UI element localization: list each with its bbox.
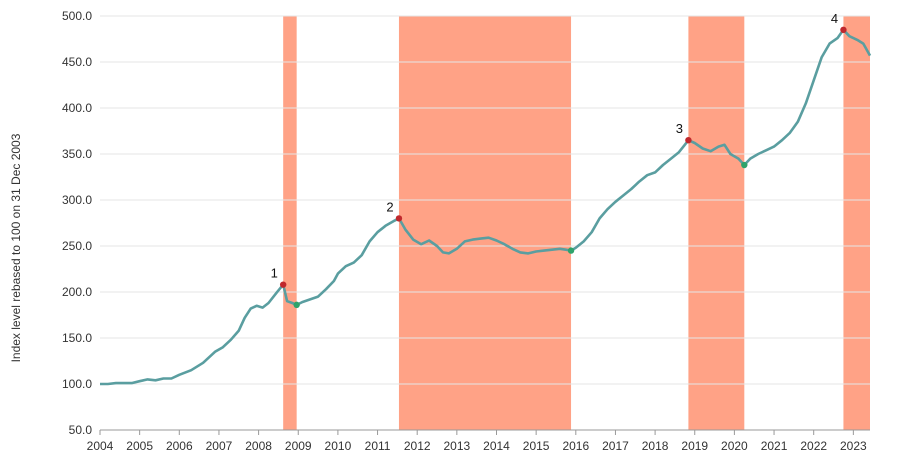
peak-label: 2 (386, 199, 393, 214)
x-tick-label: 2020 (721, 439, 748, 453)
y-tick-label: 150.0 (62, 331, 92, 345)
peak-label: 4 (831, 11, 838, 26)
y-tick-label: 200.0 (62, 285, 92, 299)
peak-point (685, 137, 692, 144)
x-tick-label: 2018 (642, 439, 669, 453)
trough-point (741, 161, 748, 169)
x-tick-label: 2009 (285, 439, 312, 453)
x-tick-label: 2019 (681, 439, 708, 453)
y-tick-label: 450.0 (62, 55, 92, 69)
y-tick-label: 250.0 (62, 239, 92, 253)
peak-point (395, 215, 403, 222)
peak-label: 1 (271, 266, 278, 281)
x-tick-label: 2023 (840, 439, 867, 453)
y-tick-label: 500.0 (62, 9, 92, 23)
trough-point (567, 247, 575, 254)
y-axis-label: Index level rebased to 100 on 31 Dec 200… (9, 133, 23, 362)
peak-point (840, 26, 847, 33)
x-tick-label: 2008 (245, 439, 272, 453)
highlight-band-2 (398, 16, 572, 430)
gridlines (100, 15, 870, 385)
x-tick-label: 2014 (483, 439, 510, 453)
markers: 1 2 3 4 (271, 11, 847, 309)
x-tick-label: 2017 (602, 439, 629, 453)
y-tick-label: 300.0 (62, 193, 92, 207)
y-tick-label: 50.0 (69, 423, 93, 437)
x-tick-label: 2007 (206, 439, 233, 453)
x-tick-label: 2015 (523, 439, 550, 453)
y-tick-label: 350.0 (62, 147, 92, 161)
highlight-band-1 (283, 16, 297, 430)
x-tick-label: 2013 (443, 439, 470, 453)
y-tick-label: 400.0 (62, 101, 92, 115)
y-axis-ticks: 50.0 100.0 150.0 200.0 250.0 300.0 350.0 400.0 4… (62, 9, 92, 437)
x-tick-label: 2005 (126, 439, 153, 453)
y-tick-label: 100.0 (62, 377, 92, 391)
x-tick-label: 2022 (800, 439, 827, 453)
highlight-band-3 (688, 16, 745, 430)
x-tick-label: 2016 (562, 439, 589, 453)
peak-point (279, 281, 287, 288)
x-tick-label: 2010 (325, 439, 352, 453)
trough-point (293, 301, 300, 309)
x-tick-label: 2004 (87, 439, 114, 453)
highlight-bands (283, 16, 870, 430)
peak-label: 3 (676, 121, 683, 136)
x-tick-label: 2021 (761, 439, 788, 453)
x-axis-ticks: 2004 2005 2006 2007 2008 2009 2010 2011 2012 2013… (87, 430, 867, 453)
x-tick-label: 2006 (166, 439, 193, 453)
x-tick-label: 2012 (404, 439, 431, 453)
highlight-band-4 (843, 16, 870, 430)
x-tick-label: 2011 (365, 439, 391, 453)
